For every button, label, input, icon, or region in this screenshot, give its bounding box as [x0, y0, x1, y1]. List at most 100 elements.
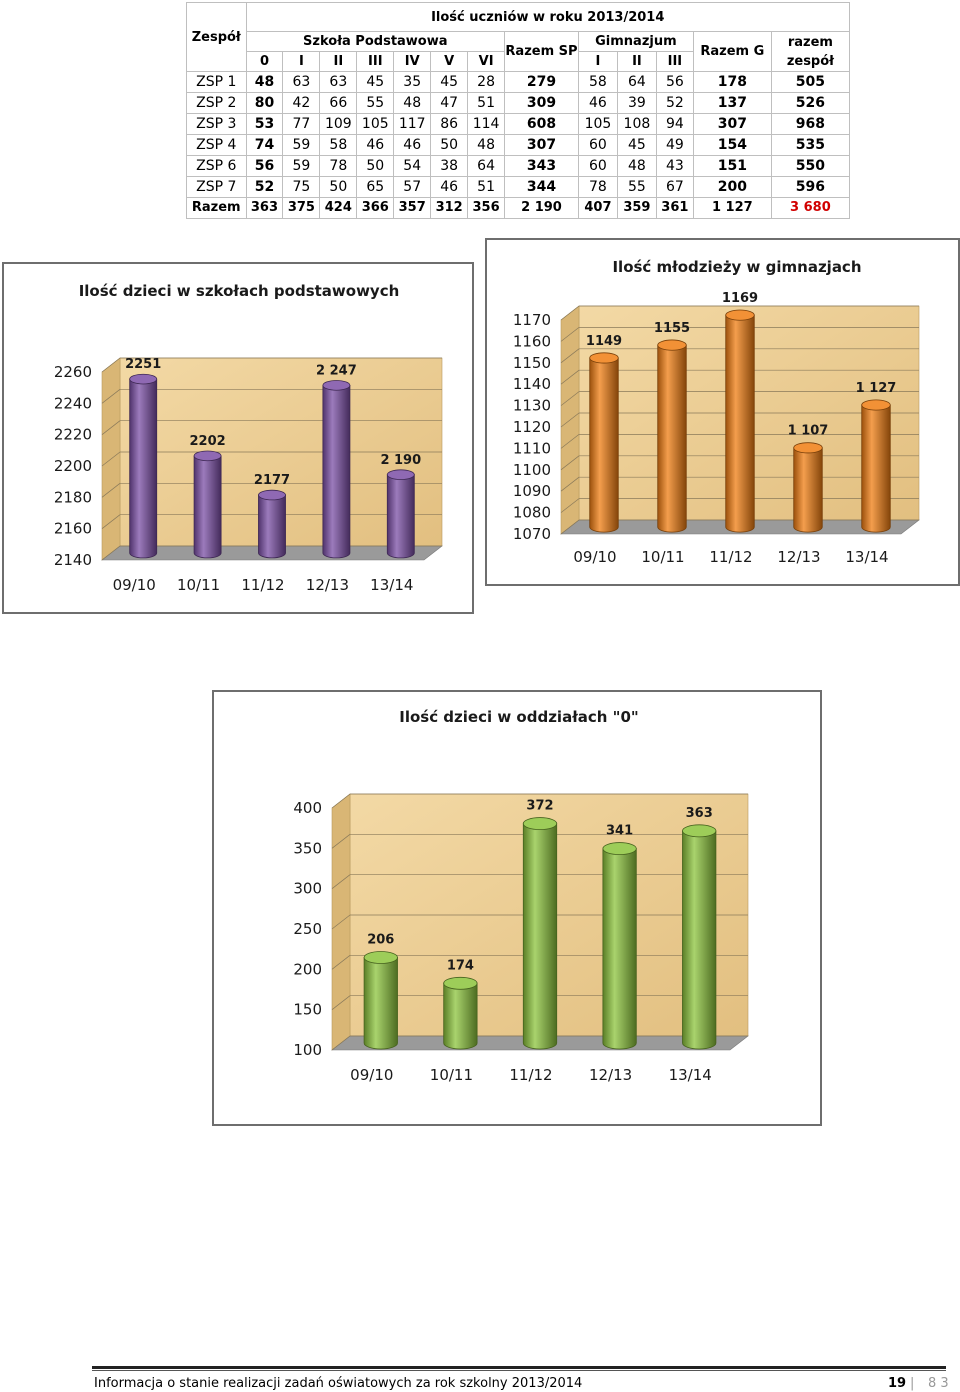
cell-g: 58	[577, 71, 618, 93]
y-tick-label: 2180	[54, 488, 92, 506]
y-tick-label: 350	[293, 839, 322, 857]
bar	[129, 373, 158, 559]
cell-razem-sp: 309	[504, 92, 579, 114]
col-header-sp: I	[282, 51, 321, 72]
cell-razem-sp: 343	[504, 155, 579, 177]
cell-total: 526	[770, 92, 851, 114]
grid-line-side	[560, 305, 580, 321]
footer-rule	[92, 1366, 946, 1369]
cell-g: 46	[577, 92, 618, 114]
cell-razem-sp: 307	[504, 134, 579, 156]
y-tick-label: 300	[293, 880, 322, 898]
grid-line-side	[331, 995, 351, 1010]
cell-g: 48	[616, 155, 657, 177]
cell-sp: 75	[282, 176, 321, 198]
col-header-g: II	[616, 51, 657, 72]
chart-primary-schools: Ilość dzieci w szkołach podstawowych 2140…	[2, 262, 474, 614]
cell-sp: 38	[430, 155, 469, 177]
header-razem-g: Razem G	[692, 31, 772, 72]
page-separator: |	[910, 1376, 915, 1391]
bar	[602, 842, 637, 1050]
y-tick-label: 100	[293, 1041, 322, 1059]
bar	[522, 817, 558, 1050]
x-tick-label: 13/14	[845, 548, 888, 566]
header-razem-zespol: razem zespół	[770, 31, 851, 72]
cell-sp: 357	[393, 197, 432, 219]
grid-line-side	[101, 357, 121, 373]
data-label: 1169	[722, 291, 758, 306]
cell-g: 64	[616, 71, 657, 93]
bar	[793, 442, 823, 533]
data-label: 174	[447, 958, 474, 973]
grid-line-side	[560, 348, 580, 364]
data-label: 2177	[254, 473, 290, 488]
grid-line-side	[560, 476, 580, 492]
x-tick-label: 09/10	[573, 548, 616, 566]
data-label: 2 190	[380, 453, 421, 468]
cell-sp: 363	[245, 197, 284, 219]
cell-sp: 55	[356, 92, 395, 114]
grid-line-side	[560, 519, 580, 535]
table-title: Ilość uczniów w roku 2013/2014	[245, 2, 850, 32]
col-header-sp: IV	[393, 51, 432, 72]
x-tick-label: 13/14	[370, 576, 413, 594]
chart-zero-classes: Ilość dzieci w oddziałach "0" 100 150 200 25…	[212, 690, 822, 1126]
header-zespol: Zespół	[186, 2, 247, 72]
cell-razem-g: 200	[692, 176, 772, 198]
cell-sp: 48	[245, 71, 284, 93]
cell-g: 56	[655, 71, 694, 93]
cell-sp: 117	[393, 113, 432, 135]
cell-sp: 64	[467, 155, 506, 177]
cell-sp: 46	[430, 176, 469, 198]
cell-g: 108	[616, 113, 657, 135]
grid-line-side	[560, 391, 580, 406]
cell-sp: 57	[393, 176, 432, 198]
grid-line-side	[560, 455, 580, 471]
header-razem-sp: Razem SP	[504, 31, 579, 72]
bar	[725, 309, 755, 533]
cell-sp: 59	[282, 134, 321, 156]
cell-sp: 58	[319, 134, 358, 156]
grid-line-side	[331, 914, 351, 930]
data-label: 2 247	[316, 363, 357, 378]
cell-sp: 46	[356, 134, 395, 156]
cell-sp: 375	[282, 197, 321, 219]
data-label: 2202	[190, 434, 226, 449]
row-name: ZSP 4	[186, 134, 247, 156]
grid-line-side	[101, 483, 121, 498]
cell-razem-sp: 279	[504, 71, 579, 93]
x-tick-label: 09/10	[350, 1066, 393, 1084]
students-table: Zespół Ilość uczniów w roku 2013/2014 Sz…	[186, 2, 851, 219]
cell-sp: 35	[393, 71, 432, 93]
cell-razem-g: 307	[692, 113, 772, 135]
data-label: 1 127	[856, 381, 897, 396]
x-tick-label: 11/12	[241, 576, 284, 594]
y-tick-label: 2200	[54, 457, 92, 475]
cell-g: 45	[616, 134, 657, 156]
cell-g: 60	[577, 134, 618, 156]
cell-sp: 54	[393, 155, 432, 177]
cell-g: 359	[616, 197, 657, 219]
y-tick-label: 1160	[513, 332, 551, 350]
y-tick-label: 2240	[54, 394, 92, 412]
cell-razem-sp: 608	[504, 113, 579, 135]
cell-razem-g: 151	[692, 155, 772, 177]
cell-sp: 42	[282, 92, 321, 114]
cell-razem-g: 178	[692, 71, 772, 93]
chart-primary-schools-svg: Ilość dzieci w szkołach podstawowych 2140…	[54, 282, 443, 594]
grid-line-side	[331, 874, 351, 889]
cell-sp: 45	[430, 71, 469, 93]
cell-sp: 86	[430, 113, 469, 135]
x-tick-label: 13/14	[669, 1066, 712, 1084]
header-gimnazjum: Gimnazjum	[577, 31, 694, 52]
cell-sp: 46	[393, 134, 432, 156]
y-tick-label: 1130	[513, 397, 551, 415]
cell-sp: 52	[245, 176, 284, 198]
grid-line-side	[101, 389, 121, 404]
grid-line-side	[331, 834, 351, 849]
cell-sp: 48	[393, 92, 432, 114]
cell-sp: 77	[282, 113, 321, 135]
cell-sp: 47	[430, 92, 469, 114]
cell-total: 968	[770, 113, 851, 135]
